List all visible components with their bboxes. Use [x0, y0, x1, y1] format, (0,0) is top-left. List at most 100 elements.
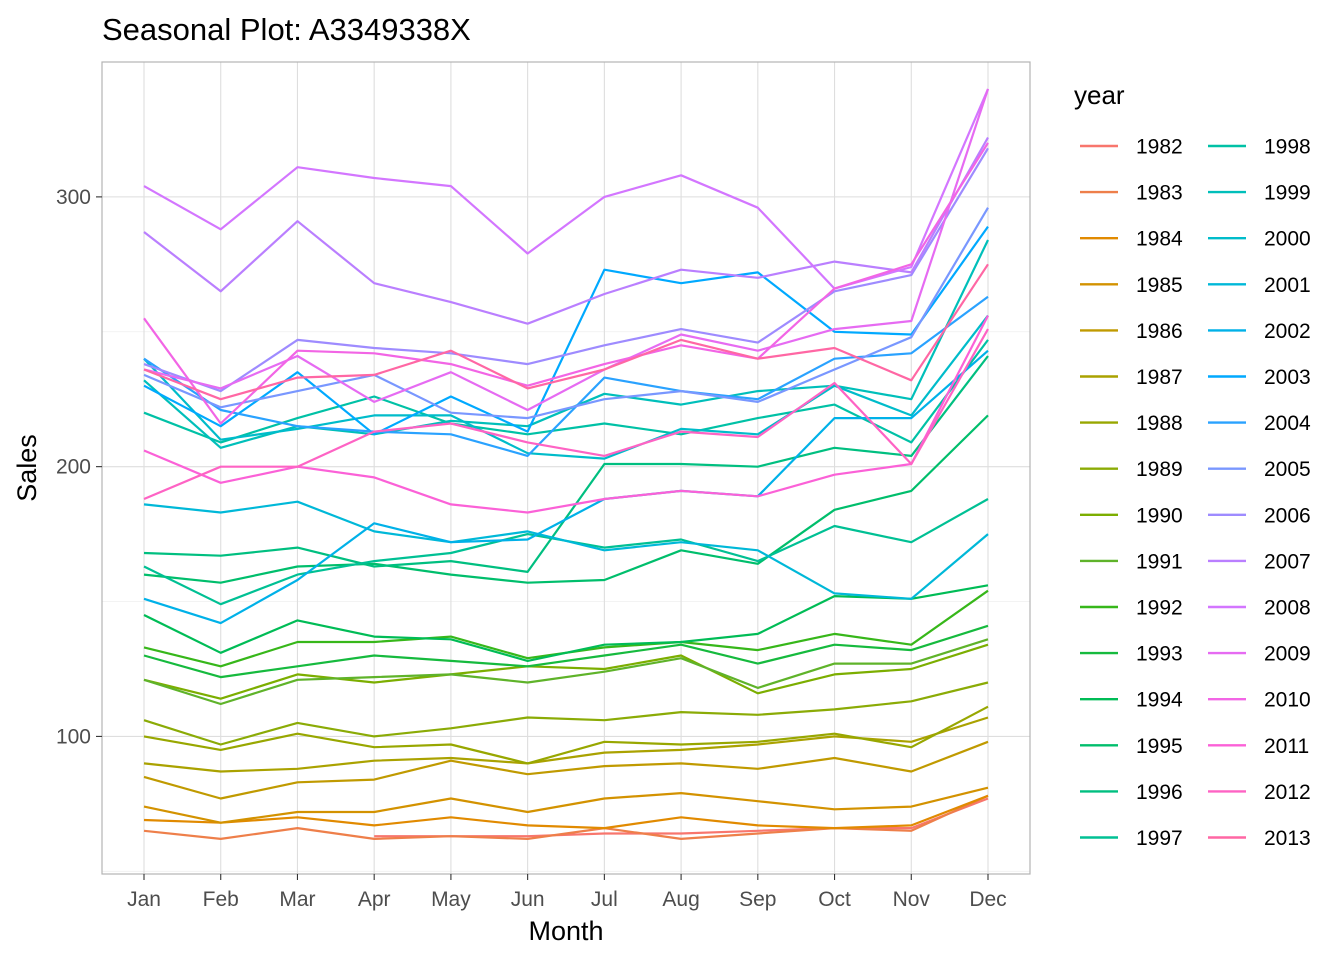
- legend-label: 2012: [1264, 781, 1311, 804]
- legend-item-1999: 1999: [1208, 182, 1311, 205]
- series-line-2003: [143, 225, 989, 436]
- legend-label: 2000: [1264, 228, 1311, 251]
- x-tick-label: Aug: [662, 888, 699, 911]
- legend-label: 2004: [1264, 412, 1311, 435]
- legend-label: 2010: [1264, 689, 1311, 712]
- x-tick-label: Jul: [591, 888, 618, 911]
- series-line-1997: [143, 498, 989, 606]
- legend-label: 1988: [1136, 412, 1183, 435]
- legend-item-2010: 2010: [1208, 689, 1311, 712]
- legend-item-2011: 2011: [1208, 735, 1309, 758]
- series-line-2007: [143, 136, 989, 325]
- legend-label: 2001: [1264, 274, 1311, 297]
- legend-label: 1993: [1136, 643, 1183, 666]
- legend-item-1983: 1983: [1080, 182, 1183, 205]
- y-axis-title: Sales: [12, 434, 42, 502]
- x-tick-label: Jan: [127, 888, 161, 911]
- series-line-1989: [143, 681, 989, 746]
- series-line-2004: [143, 295, 989, 457]
- legend-item-1994: 1994: [1080, 689, 1183, 712]
- legend-item-1988: 1988: [1080, 412, 1183, 435]
- x-tick-label: Jun: [511, 888, 545, 911]
- legend-label: 1996: [1136, 781, 1183, 804]
- legend-item-2009: 2009: [1208, 643, 1311, 666]
- series-line-1987: [143, 716, 989, 773]
- series-line-1995: [143, 414, 989, 584]
- legend-item-1985: 1985: [1080, 274, 1183, 297]
- legend-label: 2008: [1264, 597, 1311, 620]
- legend-item-1984: 1984: [1080, 228, 1183, 251]
- legend-item-1993: 1993: [1080, 643, 1183, 666]
- legend-label: 1989: [1136, 458, 1183, 481]
- legend-item-1997: 1997: [1080, 827, 1183, 850]
- legend-item-2003: 2003: [1208, 366, 1311, 389]
- legend-label: 1999: [1264, 182, 1311, 205]
- legend-item-2001: 2001: [1208, 274, 1311, 297]
- series-line-1983: [143, 794, 989, 841]
- legend-label: 1998: [1264, 136, 1311, 159]
- legend-item-2002: 2002: [1208, 320, 1311, 343]
- x-tick-label: Nov: [893, 888, 931, 911]
- legend: 1982 1983 1984 1985 1986 1987 1988 1989 1990 1991…: [1080, 136, 1311, 850]
- series-line-2005: [143, 207, 989, 420]
- legend-item-1991: 1991: [1080, 550, 1183, 573]
- x-tick-label: Apr: [358, 888, 391, 911]
- legend-label: 2003: [1264, 366, 1311, 389]
- series-line-2008: [143, 88, 990, 290]
- plot-panel-border: [101, 61, 1031, 875]
- series-line-1992: [143, 589, 989, 668]
- legend-item-1992: 1992: [1080, 597, 1183, 620]
- legend-label: 1991: [1136, 550, 1183, 573]
- legend-item-1986: 1986: [1080, 320, 1183, 343]
- y-tick-label: 300: [56, 186, 91, 209]
- legend-label: 2007: [1264, 550, 1311, 573]
- series-line-1991: [143, 638, 989, 706]
- x-tick-label: May: [431, 888, 471, 911]
- legend-title: year: [1074, 80, 1125, 110]
- x-tick-label: Mar: [279, 888, 315, 911]
- legend-item-1982: 1982: [1080, 136, 1183, 159]
- legend-label: 1983: [1136, 182, 1183, 205]
- y-tick-label: 200: [56, 456, 91, 479]
- chart-title: Seasonal Plot: A3349338X: [102, 12, 471, 47]
- legend-label: 1990: [1136, 504, 1183, 527]
- legend-label: 1994: [1136, 689, 1183, 712]
- legend-item-2006: 2006: [1208, 504, 1311, 527]
- legend-item-1990: 1990: [1080, 504, 1183, 527]
- y-axis-ticks: 100 200 300: [56, 186, 102, 748]
- legend-item-2008: 2008: [1208, 597, 1311, 620]
- legend-label: 2011: [1264, 735, 1309, 758]
- series-line-2009: [143, 88, 990, 412]
- legend-label: 1997: [1136, 827, 1183, 850]
- series-line-1994: [143, 584, 989, 663]
- series-line-1998: [143, 339, 989, 444]
- series-line-2000: [143, 314, 989, 460]
- legend-label: 1992: [1136, 597, 1183, 620]
- x-tick-label: Feb: [203, 888, 239, 911]
- legend-item-2013: 2013: [1208, 827, 1311, 850]
- legend-label: 2006: [1264, 504, 1311, 527]
- legend-label: 1995: [1136, 735, 1183, 758]
- series-line-2001: [143, 500, 989, 600]
- series-line-2012: [143, 328, 989, 501]
- legend-label: 1986: [1136, 320, 1183, 343]
- legend-label: 1987: [1136, 366, 1183, 389]
- legend-item-1987: 1987: [1080, 366, 1183, 389]
- x-axis-title: Month: [528, 916, 603, 946]
- series-line-2011: [143, 315, 989, 514]
- legend-label: 2013: [1264, 827, 1311, 850]
- x-axis-ticks: Jan Feb Mar Apr May Jun Jul Aug Sep Oct Nov Dec: [127, 874, 1007, 911]
- series-line-2006: [143, 147, 989, 393]
- series-line-1990: [143, 643, 989, 700]
- x-tick-label: Sep: [739, 888, 776, 911]
- series-line-1996: [143, 355, 989, 574]
- legend-label: 2009: [1264, 643, 1311, 666]
- series-lines: [143, 88, 990, 841]
- legend-item-1998: 1998: [1208, 136, 1311, 159]
- series-line-2010: [143, 142, 989, 425]
- legend-label: 1984: [1136, 228, 1183, 251]
- series-line-1988: [143, 705, 989, 765]
- legend-label: 2002: [1264, 320, 1311, 343]
- legend-item-2004: 2004: [1208, 412, 1311, 435]
